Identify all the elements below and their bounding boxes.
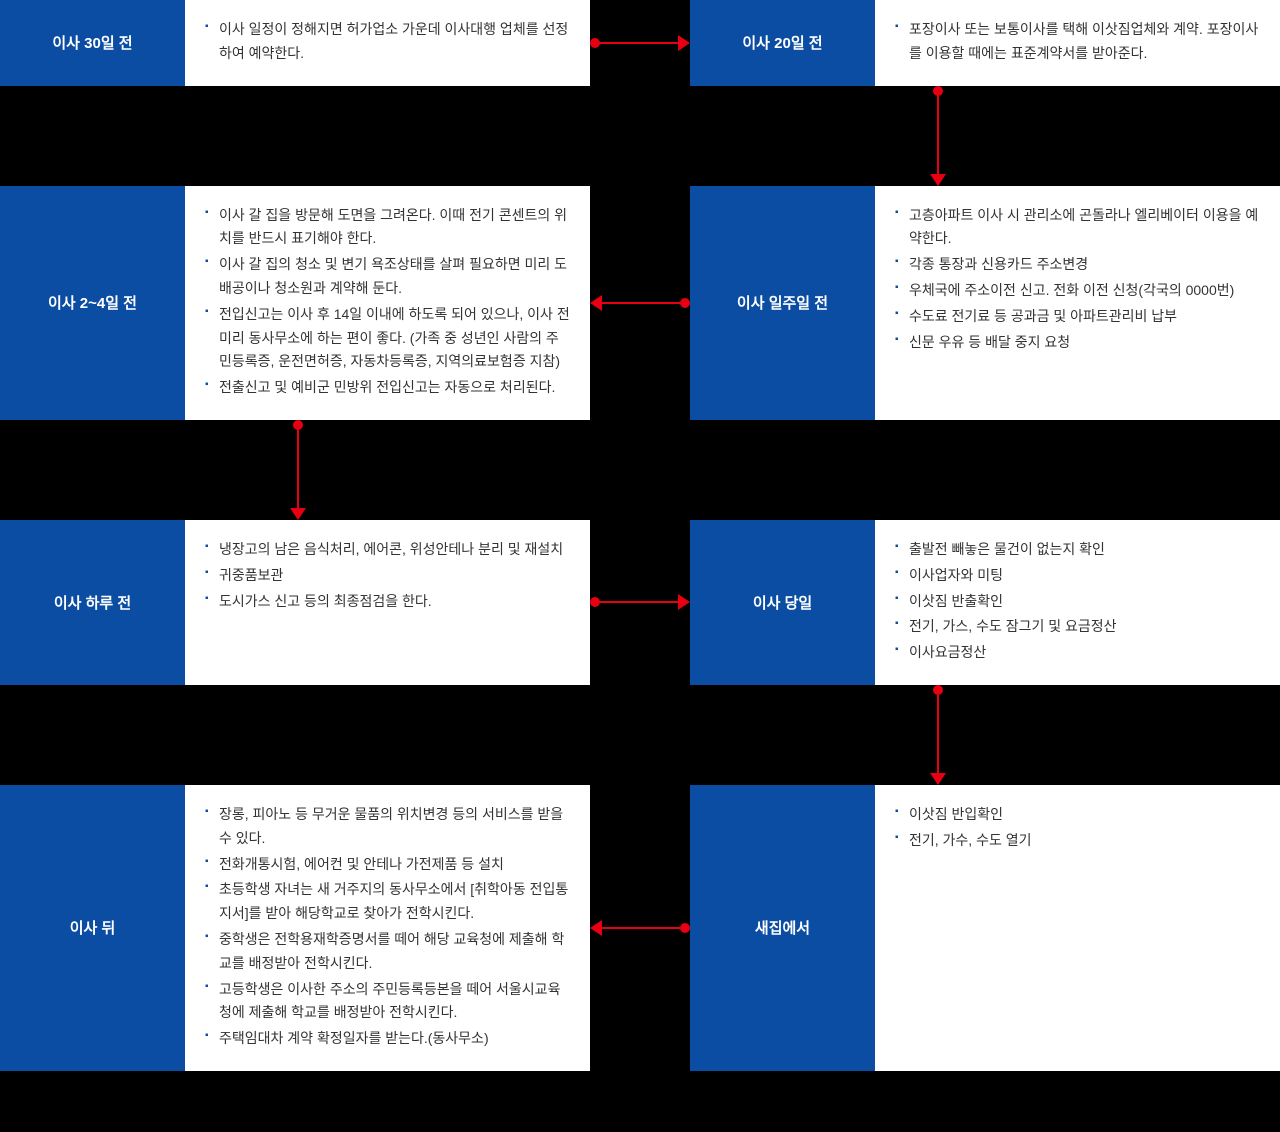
horizontal-arrow bbox=[590, 785, 690, 1071]
stage-item: 이삿짐 반입확인 bbox=[895, 803, 1260, 827]
stage-item: 이사 일정이 정해지면 허가업소 가운데 이사대행 업체를 선정하여 예약한다. bbox=[205, 18, 570, 66]
stage-label: 새집에서 bbox=[690, 785, 875, 1071]
stage-item: 주택임대차 계약 확정일자를 받는다.(동사무소) bbox=[205, 1027, 570, 1051]
stage-item: 도시가스 신고 등의 최종점검을 한다. bbox=[205, 590, 570, 614]
stage-item: 초등학생 자녀는 새 거주지의 동사무소에서 [취학아동 전입통지서]를 받아 … bbox=[205, 878, 570, 926]
stage-item: 수도료 전기료 등 공과금 및 아파트관리비 납부 bbox=[895, 305, 1260, 329]
stage-item: 냉장고의 남은 음식처리, 에어콘, 위성안테나 분리 및 재설치 bbox=[205, 538, 570, 562]
stage-label: 이사 당일 bbox=[690, 520, 875, 685]
stage-row: 이사 30일 전 이사 일정이 정해지면 허가업소 가운데 이사대행 업체를 선정… bbox=[0, 0, 1280, 86]
vertical-arrow-row bbox=[0, 420, 1280, 520]
stage-item: 출발전 빼놓은 물건이 없는지 확인 bbox=[895, 538, 1260, 562]
stage-week1: 이사 일주일 전고층아파트 이사 시 관리소에 곤돌라나 엘리베이터 이용을 예… bbox=[690, 186, 1280, 420]
stage-label: 이사 뒤 bbox=[0, 785, 185, 1071]
vertical-arrow bbox=[288, 420, 308, 520]
stage-after: 이사 뒤장롱, 피아노 등 무거운 물품의 위치변경 등의 서비스를 받을 수 … bbox=[0, 785, 590, 1071]
stage-content: 포장이사 또는 보통이사를 택해 이삿짐업체와 계약. 포장이사를 이용할 때에… bbox=[875, 0, 1280, 86]
stage-content: 이삿짐 반입확인전기, 가수, 수도 열기 bbox=[875, 785, 1280, 1071]
stage-label: 이사 하루 전 bbox=[0, 520, 185, 685]
stage-label: 이사 20일 전 bbox=[690, 0, 875, 86]
stage-row: 이사 뒤장롱, 피아노 등 무거운 물품의 위치변경 등의 서비스를 받을 수 … bbox=[0, 785, 1280, 1071]
stage-day1: 이사 하루 전냉장고의 남은 음식처리, 에어콘, 위성안테나 분리 및 재설치… bbox=[0, 520, 590, 685]
stage-item: 각종 통장과 신용카드 주소변경 bbox=[895, 253, 1260, 277]
stage-row: 이사 2~4일 전 이사 갈 집을 방문해 도면을 그려온다. 이때 전기 콘센트… bbox=[0, 186, 1280, 420]
stage-item: 전기, 가수, 수도 열기 bbox=[895, 829, 1260, 853]
stage-content: 냉장고의 남은 음식처리, 에어콘, 위성안테나 분리 및 재설치귀중품보관도시… bbox=[185, 520, 590, 685]
stage-item: 전출신고 및 예비군 민방위 전입신고는 자동으로 처리된다. bbox=[205, 376, 570, 400]
stage-day30: 이사 30일 전 이사 일정이 정해지면 허가업소 가운데 이사대행 업체를 선정… bbox=[0, 0, 590, 86]
stage-item: 포장이사 또는 보통이사를 택해 이삿짐업체와 계약. 포장이사를 이용할 때에… bbox=[895, 18, 1260, 66]
vertical-arrow bbox=[928, 86, 948, 186]
vertical-arrow bbox=[928, 685, 948, 785]
stage-dayof: 이사 당일출발전 빼놓은 물건이 없는지 확인이사업자와 미팅이삿짐 반출확인전… bbox=[690, 520, 1280, 685]
stage-item: 신문 우유 등 배달 중지 요청 bbox=[895, 331, 1260, 355]
stage-label: 이사 일주일 전 bbox=[690, 186, 875, 420]
stage-day20: 이사 20일 전 포장이사 또는 보통이사를 택해 이삿짐업체와 계약. 포장이사… bbox=[690, 0, 1280, 86]
stage-item: 중학생은 전학용재학증명서를 떼어 해당 교육청에 제출해 학교를 배정받아 전… bbox=[205, 928, 570, 976]
stage-item: 고등학생은 이사한 주소의 주민등록등본을 떼어 서울시교육청에 제출해 학교를… bbox=[205, 978, 570, 1026]
stage-content: 이사 일정이 정해지면 허가업소 가운데 이사대행 업체를 선정하여 예약한다. bbox=[185, 0, 590, 86]
stage-item: 이사 갈 집을 방문해 도면을 그려온다. 이때 전기 콘센트의 위치를 반드시… bbox=[205, 204, 570, 252]
stage-newhome: 새집에서이삿짐 반입확인전기, 가수, 수도 열기 bbox=[690, 785, 1280, 1071]
stage-item: 전입신고는 이사 후 14일 이내에 하도록 되어 있으나, 이사 전 미리 동… bbox=[205, 303, 570, 374]
stage-item: 전화개통시험, 에어컨 및 안테나 가전제품 등 설치 bbox=[205, 853, 570, 877]
stage-row: 이사 하루 전냉장고의 남은 음식처리, 에어콘, 위성안테나 분리 및 재설치… bbox=[0, 520, 1280, 685]
stage-item: 장롱, 피아노 등 무거운 물품의 위치변경 등의 서비스를 받을 수 있다. bbox=[205, 803, 570, 851]
stage-content: 출발전 빼놓은 물건이 없는지 확인이사업자와 미팅이삿짐 반출확인전기, 가스… bbox=[875, 520, 1280, 685]
stage-content: 장롱, 피아노 등 무거운 물품의 위치변경 등의 서비스를 받을 수 있다.전… bbox=[185, 785, 590, 1071]
moving-timeline-diagram: 이사 30일 전 이사 일정이 정해지면 허가업소 가운데 이사대행 업체를 선정… bbox=[0, 0, 1280, 1071]
stage-item: 이사 갈 집의 청소 및 변기 욕조상태를 살펴 필요하면 미리 도배공이나 청… bbox=[205, 253, 570, 301]
vertical-arrow-row bbox=[0, 685, 1280, 785]
stage-content: 이사 갈 집을 방문해 도면을 그려온다. 이때 전기 콘센트의 위치를 반드시… bbox=[185, 186, 590, 420]
stage-label: 이사 2~4일 전 bbox=[0, 186, 185, 420]
stage-item: 이삿짐 반출확인 bbox=[895, 590, 1260, 614]
stage-item: 전기, 가스, 수도 잠그기 및 요금정산 bbox=[895, 615, 1260, 639]
stage-content: 고층아파트 이사 시 관리소에 곤돌라나 엘리베이터 이용을 예약한다.각종 통… bbox=[875, 186, 1280, 420]
stage-item: 이사업자와 미팅 bbox=[895, 564, 1260, 588]
stage-item: 우체국에 주소이전 신고. 전화 이전 신청(각국의 0000번) bbox=[895, 279, 1260, 303]
stage-item: 귀중품보관 bbox=[205, 564, 570, 588]
stage-item: 고층아파트 이사 시 관리소에 곤돌라나 엘리베이터 이용을 예약한다. bbox=[895, 204, 1260, 252]
horizontal-arrow bbox=[590, 186, 690, 420]
horizontal-arrow bbox=[590, 520, 690, 685]
horizontal-arrow bbox=[590, 0, 690, 86]
stage-item: 이사요금정산 bbox=[895, 641, 1260, 665]
stage-label: 이사 30일 전 bbox=[0, 0, 185, 86]
vertical-arrow-row bbox=[0, 86, 1280, 186]
stage-day2_4: 이사 2~4일 전 이사 갈 집을 방문해 도면을 그려온다. 이때 전기 콘센트… bbox=[0, 186, 590, 420]
